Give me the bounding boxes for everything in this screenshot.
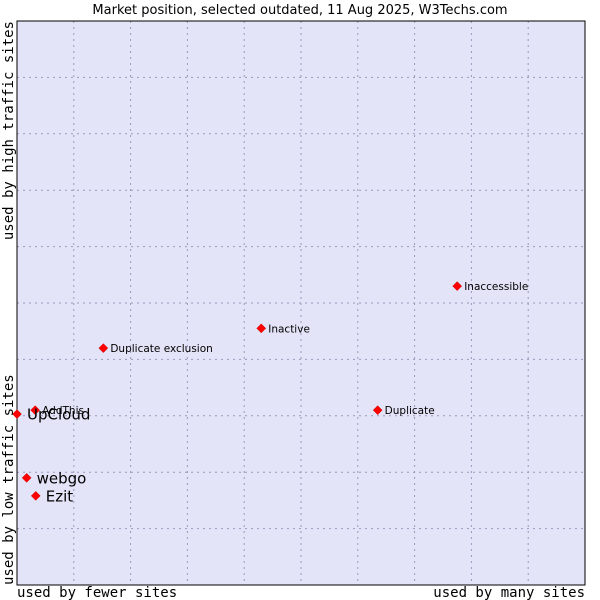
data-point-inactive: Inactive (256, 323, 310, 335)
data-point-duplicate-exclusion: Duplicate exclusion (98, 343, 213, 355)
data-points: Inaccessible Inactive Duplicate exclusion A… (12, 281, 528, 505)
point-label: AddThis (42, 405, 84, 417)
grid-lines (17, 21, 585, 585)
x-axis-label-right: used by many sites (433, 585, 585, 600)
data-point-inaccessible: Inaccessible (452, 281, 528, 293)
data-point-ezit: Ezit (30, 487, 74, 505)
data-point-addthis: AddThis (30, 405, 84, 417)
point-label: Duplicate exclusion (110, 343, 212, 355)
point-marker (372, 405, 383, 416)
point-marker (452, 281, 463, 291)
point-label: Inaccessible (464, 281, 528, 293)
data-point-duplicate: Duplicate (372, 405, 435, 417)
point-label: Inactive (268, 323, 310, 335)
data-point-webgo: webgo (21, 469, 87, 487)
point-label: UpCloud (27, 406, 90, 424)
plot-border (16, 20, 586, 586)
point-marker (98, 343, 109, 353)
point-marker (256, 323, 267, 334)
point-label: webgo (37, 469, 87, 487)
y-axis-label-bottom: used by low traffic sites (1, 374, 17, 585)
chart-title: Market position, selected outdated, 11 A… (92, 3, 507, 18)
x-axis-label-left: used by fewer sites (17, 585, 177, 600)
data-point-upcloud: UpCloud (12, 406, 90, 424)
point-label: Ezit (46, 487, 74, 505)
point-label: Duplicate (385, 405, 435, 417)
point-marker (21, 472, 32, 483)
point-marker (12, 409, 22, 419)
y-axis-label-top: used by high traffic sites (1, 21, 17, 240)
point-marker (30, 405, 41, 416)
point-marker (30, 491, 41, 501)
